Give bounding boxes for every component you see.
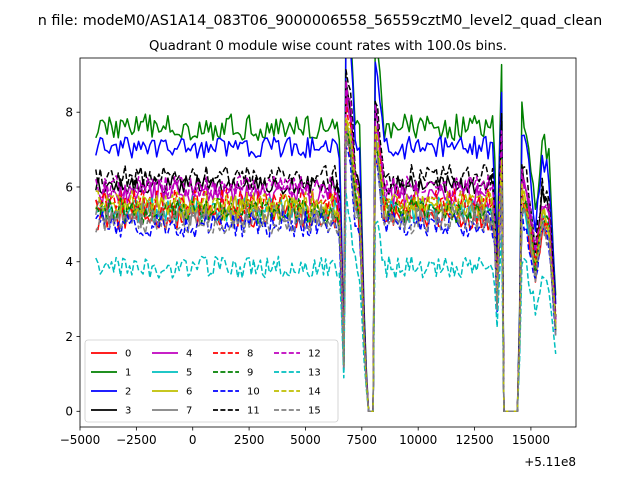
legend-label-13: 13	[308, 368, 321, 379]
legend-label-8: 8	[247, 349, 253, 360]
x-axis-offset-label: +5.11e8	[524, 455, 576, 469]
x-tick-label: 2500	[234, 433, 265, 447]
x-tick-label: 12500	[455, 433, 493, 447]
legend-label-11: 11	[247, 406, 260, 417]
chart-title: Quadrant 0 module wise count rates with …	[149, 39, 507, 54]
legend-label-6: 6	[186, 387, 192, 398]
series-line-2	[95, 58, 557, 413]
x-axis: −5000 −2500 0 2500 5000 7500 10000 12500 15000	[60, 427, 550, 447]
series-line-8	[95, 99, 557, 413]
figure-suptitle: n file: modeM0/AS1A14_083T06_9000006558_…	[38, 13, 603, 29]
x-tick-label: −5000	[60, 433, 101, 447]
y-tick-label: 6	[65, 180, 73, 194]
series-line-10	[95, 145, 557, 413]
x-tick-label: 0	[189, 433, 197, 447]
y-axis: 0 2 4 6 8	[65, 106, 80, 419]
x-tick-label: 5000	[290, 433, 321, 447]
legend-label-9: 9	[247, 368, 253, 379]
series-lines	[95, 58, 557, 413]
legend-label-3: 3	[125, 406, 131, 417]
legend-label-1: 1	[125, 368, 131, 379]
series-line-14	[95, 117, 557, 413]
series-line-11	[95, 69, 557, 413]
legend-label-2: 2	[125, 387, 131, 398]
series-line-13	[95, 191, 557, 413]
x-tick-label: −2500	[116, 433, 157, 447]
legend-label-4: 4	[186, 349, 192, 360]
legend-label-12: 12	[308, 349, 321, 360]
legend-label-14: 14	[308, 387, 321, 398]
y-tick-label: 2	[65, 330, 73, 344]
series-line-1	[95, 58, 557, 413]
x-tick-label: 15000	[512, 433, 550, 447]
y-tick-label: 8	[65, 106, 73, 120]
plot-frame	[79, 57, 577, 428]
legend-label-15: 15	[308, 406, 321, 417]
legend-label-0: 0	[125, 349, 131, 360]
y-tick-label: 4	[65, 255, 73, 269]
series-line-15	[95, 135, 557, 413]
x-tick-label: 7500	[347, 433, 378, 447]
legend-label-10: 10	[247, 387, 260, 398]
y-tick-label: 0	[65, 405, 73, 419]
x-tick-label: 10000	[399, 433, 437, 447]
legend-box	[84, 339, 339, 423]
legend-label-5: 5	[186, 368, 192, 379]
legend-label-7: 7	[186, 406, 192, 417]
